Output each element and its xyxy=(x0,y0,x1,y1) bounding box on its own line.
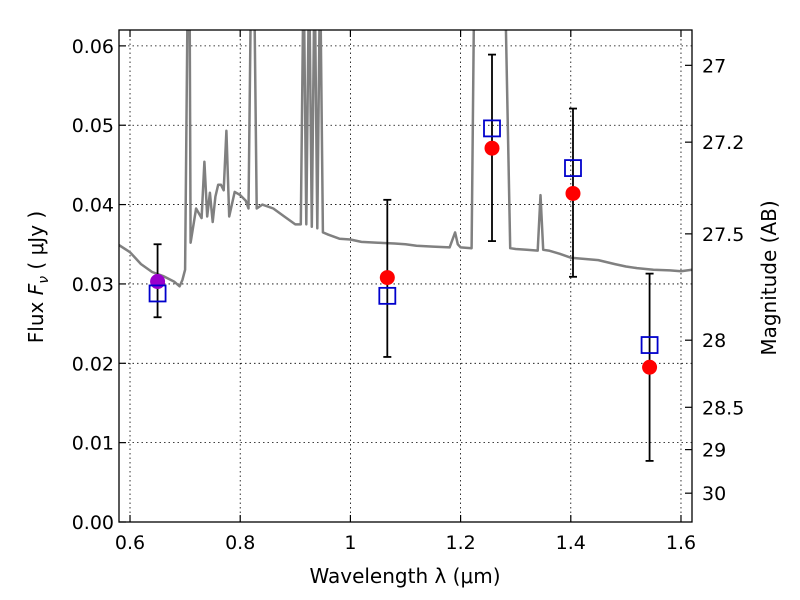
model-flux-marker xyxy=(640,336,659,354)
observed-flux-marker xyxy=(150,274,166,290)
y-axis-ticks: 0.00 0.01 0.02 0.03 0.04 0.05 0.06 xyxy=(72,36,126,534)
model-flux-marker xyxy=(564,159,582,177)
data-point xyxy=(148,243,167,319)
model-flux-marker xyxy=(148,284,167,303)
y-tick-label: 0.03 xyxy=(72,274,114,296)
observed-flux-marker xyxy=(484,140,500,156)
x-tick-label: 1.4 xyxy=(556,532,586,554)
right-tick-label: 29 xyxy=(702,440,726,462)
y-tick-label: 0.00 xyxy=(72,512,114,534)
data-point xyxy=(564,107,582,278)
y-axis-label-symbol: F xyxy=(24,283,48,295)
right-tick-label: 28 xyxy=(702,330,726,352)
y-tick-label: 0.06 xyxy=(72,36,114,58)
data-point xyxy=(378,198,397,358)
y-axis-label: Flux Fν ( μJy ) xyxy=(24,211,52,343)
data-points-layer xyxy=(148,53,659,462)
right-tick-label: 28.5 xyxy=(702,397,744,419)
right-tick-label: 30 xyxy=(702,483,726,505)
right-tick-label: 27.5 xyxy=(702,224,744,246)
grid-lines xyxy=(119,30,692,523)
model-flux-marker xyxy=(483,119,501,138)
right-axis-ticks: 27 27.2 27.5 28 28.5 29 30 xyxy=(685,55,744,505)
x-axis-ticks: 0.6 0.8 1 1.2 1.4 1.6 xyxy=(115,30,696,554)
y-tick-label: 0.02 xyxy=(72,353,114,375)
x-tick-label: 1 xyxy=(344,532,356,554)
y-axis-label-prefix: Flux xyxy=(24,295,48,343)
plot-frame xyxy=(118,29,693,523)
right-axis-label: Magnitude (AB) xyxy=(757,200,781,355)
model-flux-marker xyxy=(378,286,397,305)
x-axis-label: Wavelength λ (μm) xyxy=(309,564,500,588)
y-tick-label: 0.04 xyxy=(72,195,114,217)
model-spectrum-line xyxy=(119,30,692,288)
y-axis-label-unit: ( μJy ) xyxy=(24,211,48,276)
spectrum-layer xyxy=(119,30,692,288)
data-point xyxy=(483,53,501,242)
right-tick-label: 27 xyxy=(702,55,726,77)
x-tick-label: 0.6 xyxy=(115,532,145,554)
y-tick-label: 0.05 xyxy=(72,115,114,137)
x-tick-label: 1.2 xyxy=(445,532,475,554)
observed-flux-marker xyxy=(565,185,581,201)
y-axis-label-subscript: ν xyxy=(36,276,52,284)
x-tick-label: 0.8 xyxy=(225,532,255,554)
observed-flux-marker xyxy=(379,270,395,286)
y-tick-label: 0.01 xyxy=(72,433,114,455)
right-tick-label: 27.2 xyxy=(702,132,744,154)
observed-flux-marker xyxy=(642,359,658,375)
x-tick-label: 1.6 xyxy=(666,532,696,554)
data-point xyxy=(640,272,659,462)
